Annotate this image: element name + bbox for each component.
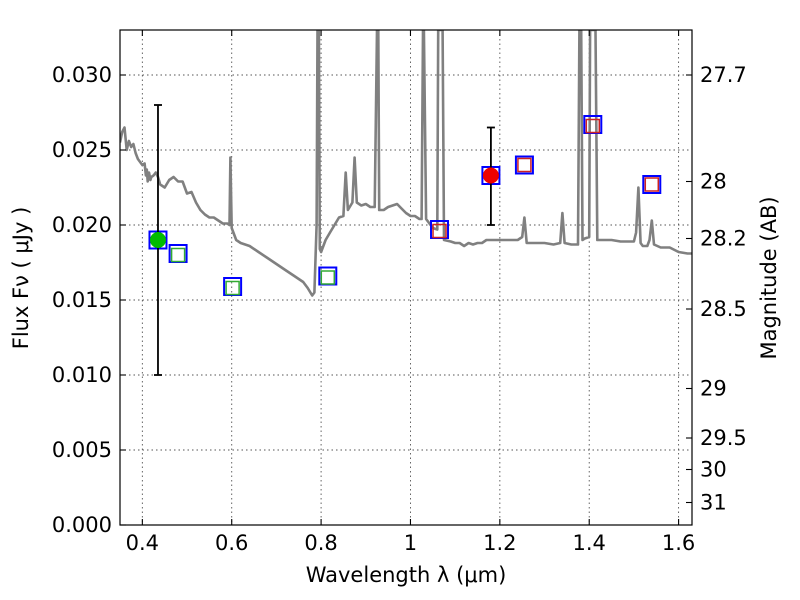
right-tick-label: 29.5 <box>700 426 747 450</box>
obs-square <box>170 247 186 263</box>
obs-square <box>585 118 601 134</box>
right-tick-label: 31 <box>700 491 727 515</box>
right-tick-label: 27.7 <box>700 63 747 87</box>
model-square-blue <box>514 155 534 175</box>
detection-point <box>482 167 499 184</box>
right-tick-label: 28 <box>700 170 727 194</box>
plot-frame <box>119 29 693 526</box>
y-tick-label: 0.010 <box>52 363 112 387</box>
x-tick-label: 1 <box>404 531 417 555</box>
y-tick-label: 0.030 <box>52 63 112 87</box>
y-axis-right-label: Magnitude (AB) <box>757 196 781 359</box>
tick-layer: 0.4 0.6 0.8 1 1.2 1.4 1.6 0.000 0.005 0.010 0.015 0… <box>52 30 747 555</box>
detection-point <box>149 232 166 248</box>
x-axis-label: Wavelength λ (μm) <box>306 563 507 587</box>
obs-square <box>320 270 336 285</box>
x-tick-label: 0.8 <box>304 531 337 555</box>
obs-square <box>644 177 660 192</box>
y-tick-label: 0.015 <box>52 288 112 312</box>
y-tick-label: 0.025 <box>52 138 112 162</box>
x-tick-label: 0.4 <box>126 531 159 555</box>
x-tick-label: 1.6 <box>662 531 695 555</box>
right-tick-label: 30 <box>700 458 727 482</box>
x-tick-label: 1.2 <box>483 531 516 555</box>
right-tick-label: 29 <box>700 377 727 401</box>
model-square-blue <box>642 175 662 194</box>
right-tick-label: 28.5 <box>700 297 747 321</box>
y-tick-label: 0.020 <box>52 213 112 237</box>
y-tick-label: 0.000 <box>52 513 112 537</box>
series-layer <box>120 30 692 376</box>
right-tick-label: 28.2 <box>700 227 747 251</box>
obs-square <box>225 280 240 296</box>
grid-layer <box>120 30 692 525</box>
obs-square <box>432 223 447 239</box>
x-tick-label: 0.6 <box>215 531 248 555</box>
sed-model-line <box>120 30 692 297</box>
x-tick-label: 1.4 <box>573 531 606 555</box>
y-axis-label: Flux Fν ( μJy ) <box>9 207 33 350</box>
y-tick-label: 0.005 <box>52 438 112 462</box>
obs-square <box>517 157 532 173</box>
plot-area <box>120 30 692 376</box>
